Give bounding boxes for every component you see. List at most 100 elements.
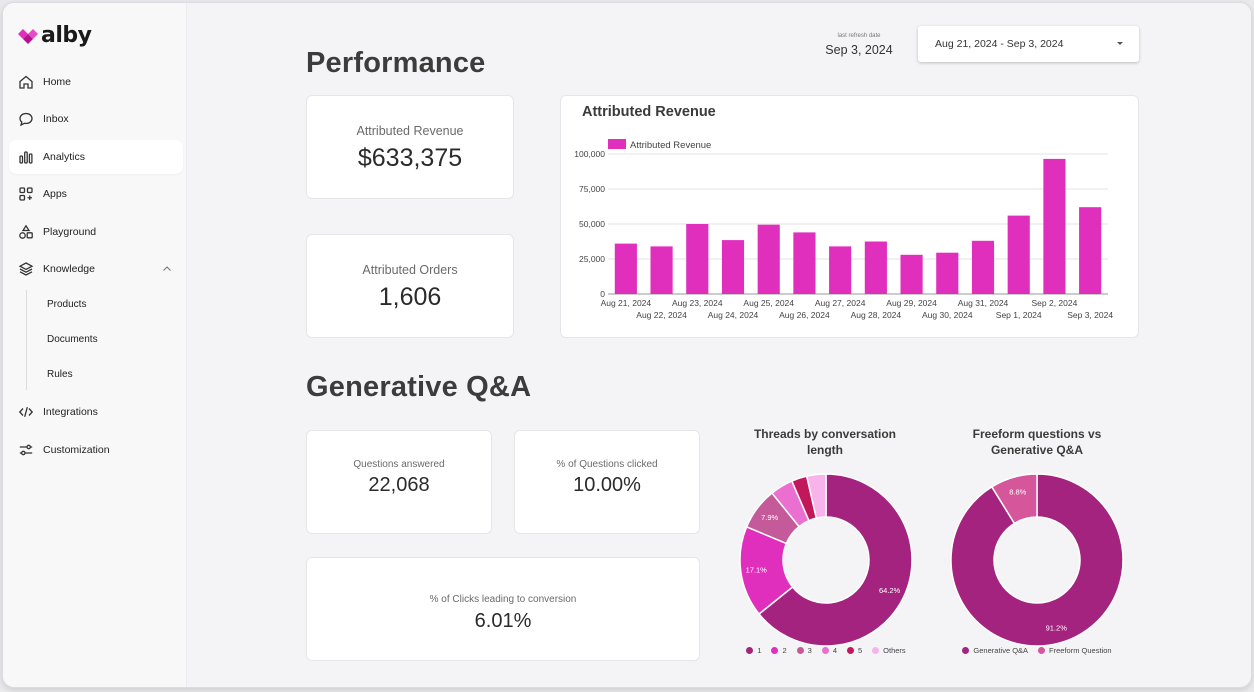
y-tick-label: 100,000 [574, 149, 605, 159]
logo-text: alby [41, 23, 92, 48]
alby-logo-icon [18, 28, 38, 44]
chevron-up-icon[interactable] [161, 263, 173, 275]
donut-slice[interactable] [990, 473, 1038, 525]
x-tick-label: Aug 23, 2024 [672, 298, 723, 308]
sidebar-item-label: Analytics [43, 151, 86, 163]
kpi-value: 6.01% [474, 610, 532, 632]
legend-label: 2 [782, 645, 787, 655]
threads-donut-legend: 1 2 3 4 5 Others [726, 643, 926, 657]
donut-slice[interactable] [805, 473, 827, 519]
sidebar-item-label: Apps [43, 188, 67, 200]
sidebar-item-playground[interactable]: Playground [9, 215, 183, 249]
kpi-value: 10.00% [573, 474, 641, 496]
donut-slice[interactable] [757, 473, 913, 647]
x-tick-label: Aug 24, 2024 [708, 310, 759, 320]
refresh-date: Sep 3, 2024 [825, 43, 893, 57]
threads-donut-chart: 64.2% 17.1% 7.9% [739, 473, 913, 647]
legend-dot [746, 646, 754, 654]
slice-value-label: 91.2% [1046, 623, 1068, 632]
revenue-bar[interactable] [1079, 207, 1102, 294]
kpi-value: 22,068 [368, 474, 430, 496]
sidebar-subitem-documents[interactable]: Documents [47, 334, 98, 345]
sidebar-subitem-products[interactable]: Products [47, 299, 87, 310]
y-tick-label: 0 [600, 289, 605, 299]
kpi-card-click-conversion: % of Clicks leading to conversion 6.01% [306, 557, 700, 661]
revenue-bar[interactable] [793, 232, 816, 294]
revenue-bar[interactable] [829, 246, 852, 294]
shapes-icon [18, 224, 34, 240]
revenue-bar[interactable] [936, 252, 959, 294]
refresh-label: last refresh date [837, 33, 881, 39]
legend-item[interactable]: 1 [746, 646, 761, 655]
kpi-value: 1,606 [378, 283, 442, 311]
slice-value-label: 17.1% [746, 565, 768, 574]
legend-swatch [608, 139, 626, 149]
revenue-bar[interactable] [971, 240, 995, 294]
revenue-bar[interactable] [1043, 158, 1066, 294]
legend-label: Others [883, 645, 906, 655]
revenue-bar[interactable] [614, 243, 637, 294]
sliders-icon [18, 442, 34, 458]
x-tick-label: Aug 30, 2024 [922, 310, 973, 320]
legend-item[interactable]: Generative Q&A [962, 646, 1028, 655]
legend-label: 4 [832, 645, 837, 655]
dropdown-caret-icon [1117, 42, 1123, 45]
revenue-bar[interactable] [721, 240, 745, 294]
slice-value-label: 8.8% [1009, 488, 1026, 497]
sidebar-item-integrations[interactable]: Integrations [9, 395, 183, 429]
x-tick-label: Aug 25, 2024 [743, 298, 794, 308]
sidebar-item-inbox[interactable]: Inbox [9, 102, 183, 136]
logo[interactable]: alby [17, 23, 92, 48]
kpi-label: % of Clicks leading to conversion [429, 594, 577, 605]
x-tick-label: Sep 2, 2024 [1031, 298, 1077, 308]
revenue-bar[interactable] [900, 254, 923, 294]
legend-item[interactable]: 5 [847, 646, 862, 655]
revenue-bar[interactable] [864, 241, 887, 295]
legend-item[interactable]: Others [872, 646, 906, 655]
kpi-card-questions-clicked: % of Questions clicked 10.00% [514, 430, 700, 534]
legend-item[interactable]: Freeform Question [1038, 646, 1112, 655]
sidebar-subitem-rules[interactable]: Rules [47, 369, 73, 380]
y-tick-label: 25,000 [579, 254, 605, 264]
kpi-card-questions-answered: Questions answered 22,068 [306, 430, 492, 534]
date-range-select[interactable]: Aug 21, 2024 - Sep 3, 2024 [918, 26, 1139, 62]
sidebar-item-customization[interactable]: Customization [9, 433, 183, 467]
x-tick-label: Aug 29, 2024 [886, 298, 937, 308]
section-title-generative-qa: Generative Q&A [306, 371, 532, 403]
legend-item[interactable]: 4 [821, 645, 837, 655]
sidebar-item-analytics[interactable]: Analytics [9, 140, 183, 174]
date-range-value: Aug 21, 2024 - Sep 3, 2024 [935, 38, 1064, 50]
x-tick-label: Aug 27, 2024 [815, 298, 866, 308]
revenue-bar[interactable] [686, 224, 709, 294]
legend-dot [821, 646, 829, 654]
apps-grid-icon [18, 186, 34, 202]
legend-item[interactable]: 3 [796, 646, 812, 655]
sidebar-item-home[interactable]: Home [9, 65, 183, 99]
sidebar-item-apps[interactable]: Apps [9, 177, 183, 211]
y-tick-label: 50,000 [579, 219, 605, 229]
sidebar-item-label: Integrations [43, 406, 98, 418]
sidebar-item-label: Inbox [43, 113, 69, 125]
chat-bubble-icon [18, 111, 34, 127]
slice-value-label: 7.9% [761, 513, 778, 522]
legend-label: Freeform Question [1049, 645, 1112, 655]
attributed-revenue-chart-card: Attributed Revenue Attributed Revenue 0 25… [560, 95, 1139, 338]
revenue-bar[interactable] [757, 224, 780, 294]
x-tick-label: Aug 21, 2024 [601, 298, 652, 308]
legend-dot [771, 646, 779, 654]
sidebar: alby Home Inbox Analytics Apps [3, 3, 187, 687]
kpi-label: Questions answered [353, 459, 445, 470]
sidebar-item-label: Playground [43, 226, 97, 238]
x-tick-label: Aug 31, 2024 [958, 298, 1009, 308]
revenue-bar[interactable] [1007, 215, 1030, 294]
revenue-bar[interactable] [650, 246, 673, 294]
kpi-card-orders: Attributed Orders 1,606 [306, 234, 514, 338]
main-content: Performance last refresh date Sep 3, 202… [187, 3, 1251, 687]
legend-dot [962, 646, 970, 654]
y-tick-label: 75,000 [579, 184, 605, 194]
sidebar-item-knowledge[interactable]: Knowledge [9, 252, 183, 286]
chart-title: Freeform questions vs Generative Q&A [972, 427, 1102, 457]
legend-item[interactable]: 2 [771, 645, 787, 655]
layers-icon [18, 261, 34, 277]
donut-slice[interactable] [950, 473, 1124, 647]
